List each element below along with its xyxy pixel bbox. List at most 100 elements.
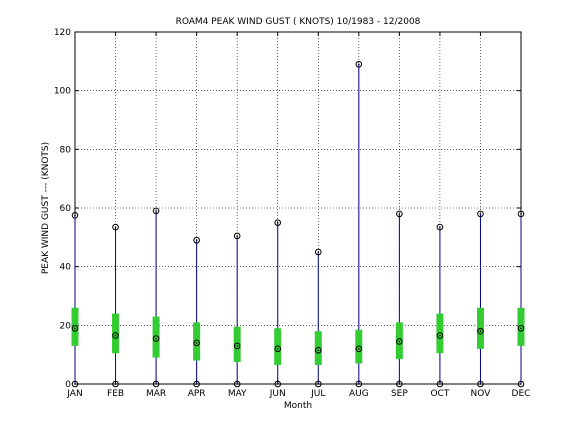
y-tick-label: 40 — [60, 263, 72, 273]
y-axis-label: PEAK WIND GUST --- (KNOTS) — [41, 142, 51, 274]
max-marker-dot-feb — [114, 226, 117, 228]
max-marker-dot-jun — [276, 221, 279, 224]
min-marker-aug — [355, 380, 363, 388]
min-marker-mar — [152, 380, 160, 388]
x-tick-label-aug: AUG — [349, 389, 369, 399]
min-marker-jan — [71, 380, 79, 388]
iqr-box-oct — [436, 313, 444, 354]
max-marker-apr — [193, 236, 200, 244]
chart-marks — [71, 60, 525, 388]
x-tick-label-apr: APR — [188, 389, 206, 399]
max-marker-nov — [477, 210, 484, 218]
min-marker-dot-feb — [114, 383, 117, 385]
mean-marker-jul — [314, 346, 322, 354]
max-marker-dot-apr — [195, 239, 198, 242]
iqr-box-aug — [355, 329, 363, 364]
min-marker-dot-sep — [398, 383, 401, 385]
y-tick-label: 0 — [65, 380, 71, 390]
x-tick-label-may: MAY — [228, 389, 247, 399]
x-tick-label-dec: DEC — [512, 389, 531, 399]
mean-marker-aug — [355, 345, 363, 353]
min-marker-feb — [112, 380, 119, 388]
min-marker-dot-jul — [317, 383, 320, 385]
min-marker-dec — [517, 380, 525, 388]
min-marker-oct — [436, 380, 444, 388]
min-marker-may — [233, 380, 241, 388]
iqr-box-jan — [71, 307, 79, 346]
axis-ticks: 0 20 40 60 80 100 120 JAN FEB MAR APR MAY JUN JUL AUG S… — [54, 28, 531, 399]
min-marker-jul — [314, 380, 322, 388]
mean-marker-may — [233, 342, 241, 350]
min-marker-dot-jun — [276, 383, 279, 385]
chart-title: ROAM4 PEAK WIND GUST ( KNOTS) 10/1983 - … — [176, 17, 421, 27]
iqr-box-may — [233, 326, 241, 362]
mean-marker-jan — [71, 324, 79, 332]
y-tick-label: 20 — [60, 321, 72, 331]
max-marker-dot-may — [236, 235, 238, 237]
min-marker-dot-nov — [479, 383, 482, 385]
max-marker-dot-aug — [358, 63, 360, 66]
x-axis-label: Month — [284, 401, 312, 411]
max-marker-dec — [517, 210, 525, 218]
x-tick-label-jan: JAN — [66, 389, 82, 399]
x-tick-label-sep: SEP — [391, 389, 408, 399]
max-marker-jan — [71, 212, 79, 219]
max-marker-dot-nov — [479, 213, 482, 215]
max-marker-jul — [314, 248, 322, 256]
min-marker-apr — [193, 380, 200, 388]
mean-marker-sep — [396, 338, 403, 345]
iqr-box-apr — [193, 322, 201, 361]
mean-marker-dot-dec — [520, 327, 522, 330]
mean-marker-dot-feb — [114, 334, 117, 337]
mean-marker-feb — [112, 332, 119, 339]
x-tick-label-jun: JUN — [269, 389, 286, 399]
x-tick-label-nov: NOV — [471, 389, 492, 399]
mean-marker-dot-may — [236, 345, 238, 347]
iqr-box-jun — [274, 328, 282, 365]
mean-marker-dot-jun — [276, 348, 279, 350]
iqr-box-mar — [152, 316, 160, 358]
max-marker-dot-jan — [74, 214, 76, 217]
mean-marker-dot-nov — [479, 330, 482, 333]
mean-marker-mar — [152, 335, 160, 342]
max-marker-dot-sep — [398, 213, 401, 215]
mean-marker-dot-oct — [439, 334, 441, 337]
iqr-box-feb — [112, 313, 120, 354]
min-marker-nov — [477, 380, 484, 388]
mean-marker-dot-mar — [155, 337, 157, 340]
iqr-box-dec — [517, 307, 525, 346]
y-tick-label: 100 — [54, 87, 71, 97]
mean-marker-nov — [477, 327, 484, 335]
mean-marker-jun — [274, 345, 282, 353]
x-tick-label-oct: OCT — [430, 389, 449, 399]
x-tick-label-jul: JUL — [310, 389, 325, 399]
mean-marker-dot-jul — [317, 349, 320, 352]
y-tick-label: 60 — [60, 204, 72, 214]
mean-marker-dot-sep — [398, 340, 401, 343]
max-marker-mar — [152, 207, 160, 215]
grid — [74, 31, 522, 385]
max-marker-sep — [396, 210, 403, 218]
max-marker-oct — [436, 223, 444, 231]
max-marker-dot-jul — [317, 251, 320, 253]
y-tick-label: 80 — [60, 145, 72, 155]
max-marker-dot-mar — [155, 210, 157, 212]
mean-marker-dot-aug — [358, 348, 360, 350]
x-tick-label-feb: FEB — [107, 389, 124, 399]
mean-marker-dot-apr — [195, 342, 198, 344]
mean-marker-dec — [517, 324, 525, 332]
y-tick-label: 120 — [54, 28, 71, 38]
min-marker-dot-dec — [520, 383, 522, 385]
min-marker-dot-oct — [439, 383, 441, 385]
max-marker-dot-oct — [439, 226, 441, 228]
mean-marker-apr — [193, 339, 200, 347]
x-tick-label-mar: MAR — [146, 389, 166, 399]
max-marker-jun — [274, 219, 282, 226]
min-marker-sep — [396, 380, 403, 388]
mean-marker-dot-jan — [74, 327, 76, 330]
min-marker-dot-mar — [155, 383, 157, 385]
min-marker-dot-apr — [195, 383, 198, 385]
max-marker-may — [233, 232, 241, 240]
max-marker-dot-dec — [520, 213, 522, 215]
